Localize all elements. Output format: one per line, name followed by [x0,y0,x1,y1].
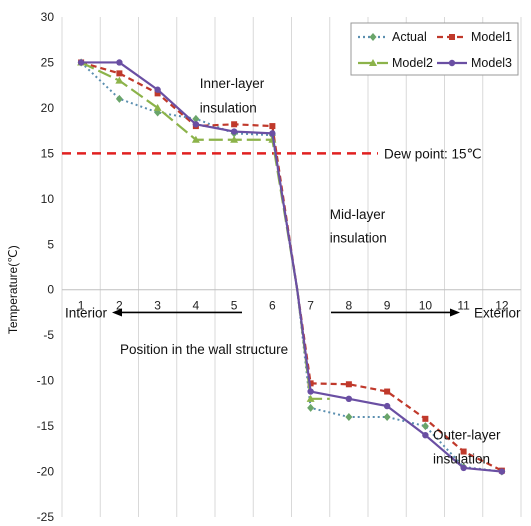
x-tick-4: 4 [193,299,200,313]
annotation-2: Mid-layer [330,207,386,222]
y-tick-30: 30 [41,10,55,24]
y-tick-25: -25 [37,510,55,524]
point-model2-3 [153,103,162,111]
point-model1-11 [460,448,467,455]
point-model3-11 [460,464,467,472]
annotation-5: insulation [433,451,490,466]
y-tick-20: 20 [41,101,55,115]
y-tick-10: -10 [37,374,55,388]
legend-label-model3: Model3 [471,56,512,70]
series-group [77,58,506,476]
point-actual-9 [383,413,391,421]
point-actual-7 [307,403,315,412]
interior-label: Interior [65,305,108,320]
legend-marker-actual [369,33,377,41]
y-tick-0: 0 [47,283,54,297]
point-model3-12 [498,468,506,475]
dew-point-line: Dew point: 15℃ [62,146,482,161]
x-tick-1: 1 [78,299,85,313]
point-model1-5 [231,121,238,128]
y-tick-labels: -25 -20 -15 -10 -5 0 5 10 15 20 25 30 [37,10,55,524]
legend-marker-model1 [449,34,455,40]
point-model1-9 [384,388,391,395]
point-actual-8 [345,413,353,421]
point-actual-4 [192,114,200,123]
y-tick-25: 25 [41,55,55,69]
x-tick-7: 7 [307,299,314,313]
x-tick-12: 12 [495,299,509,313]
legend-marker-model3 [448,59,456,67]
annotation-4: Outer-layer [433,428,501,443]
point-model3-5 [230,128,238,135]
x-tick-5: 5 [231,299,238,313]
point-model3-8 [345,395,353,403]
annotation-3: insulation [330,230,387,245]
x-tick-8: 8 [346,299,353,313]
legend-item-model3: Model3 [437,56,512,70]
y-tick-10: 10 [41,192,55,206]
point-model1-6 [269,123,276,130]
annotation-1: insulation [200,100,257,115]
annotations: Inner-layer insulation Mid-layer insulation… [200,76,501,466]
x-tick-6: 6 [269,299,276,313]
exterior-label: Exterior [474,305,521,320]
y-tick-15: -15 [37,419,55,433]
point-model1-2 [116,70,123,77]
x-tick-11: 11 [457,299,470,313]
legend-label-model1: Model1 [471,30,512,44]
legend-item-actual: Actual [358,30,427,44]
y-tick-15: 15 [41,146,55,160]
point-model3-7 [307,388,314,395]
y-axis-label: Temperature(℃) [6,245,20,334]
legend-marker-model2 [369,59,377,66]
annotation-0: Inner-layer [200,76,265,91]
legend-item-model1: Model1 [437,30,512,44]
y-tick-5: 5 [47,237,54,251]
point-model3-10 [422,431,429,439]
point-model2-5 [230,135,239,143]
legend: Actual Model1 Model2 Model3 [350,22,519,76]
series-model3 [77,59,506,475]
point-model1-3 [154,90,161,97]
direction-arrows [112,308,460,317]
point-model3-9 [383,402,391,410]
point-model3-4 [192,121,200,128]
x-tick-labels: 1 2 3 4 5 6 7 8 9 10 11 12 [78,299,509,313]
x-tick-10: 10 [419,299,433,313]
dew-point-label: Dew point: 15℃ [384,146,482,161]
point-model3-3 [154,86,161,93]
x-axis-label: Position in the wall structure [120,342,288,357]
exterior-arrow-head [450,308,460,317]
point-actual-10 [421,422,429,431]
vertical-grid [61,17,522,517]
point-model3-2 [116,59,123,66]
y-tick-5: -5 [43,328,54,342]
point-model2-4 [191,135,200,143]
y-tick-20: -20 [37,465,55,479]
point-model1-10 [422,415,429,422]
point-model2-2 [115,76,124,84]
point-model1-8 [345,381,352,388]
x-tick-9: 9 [384,299,391,313]
point-model3-6 [269,130,276,137]
x-tick-2: 2 [116,299,123,313]
legend-item-model2: Model2 [358,56,433,70]
legend-label-actual: Actual [392,30,427,44]
point-model3-1 [77,59,85,66]
point-actual-2 [115,94,123,103]
interior-arrow-head [112,308,122,317]
legend-label-model2: Model2 [392,56,433,70]
point-model2-7 [306,394,315,402]
legend-box [350,22,519,76]
x-tick-3: 3 [154,299,161,313]
